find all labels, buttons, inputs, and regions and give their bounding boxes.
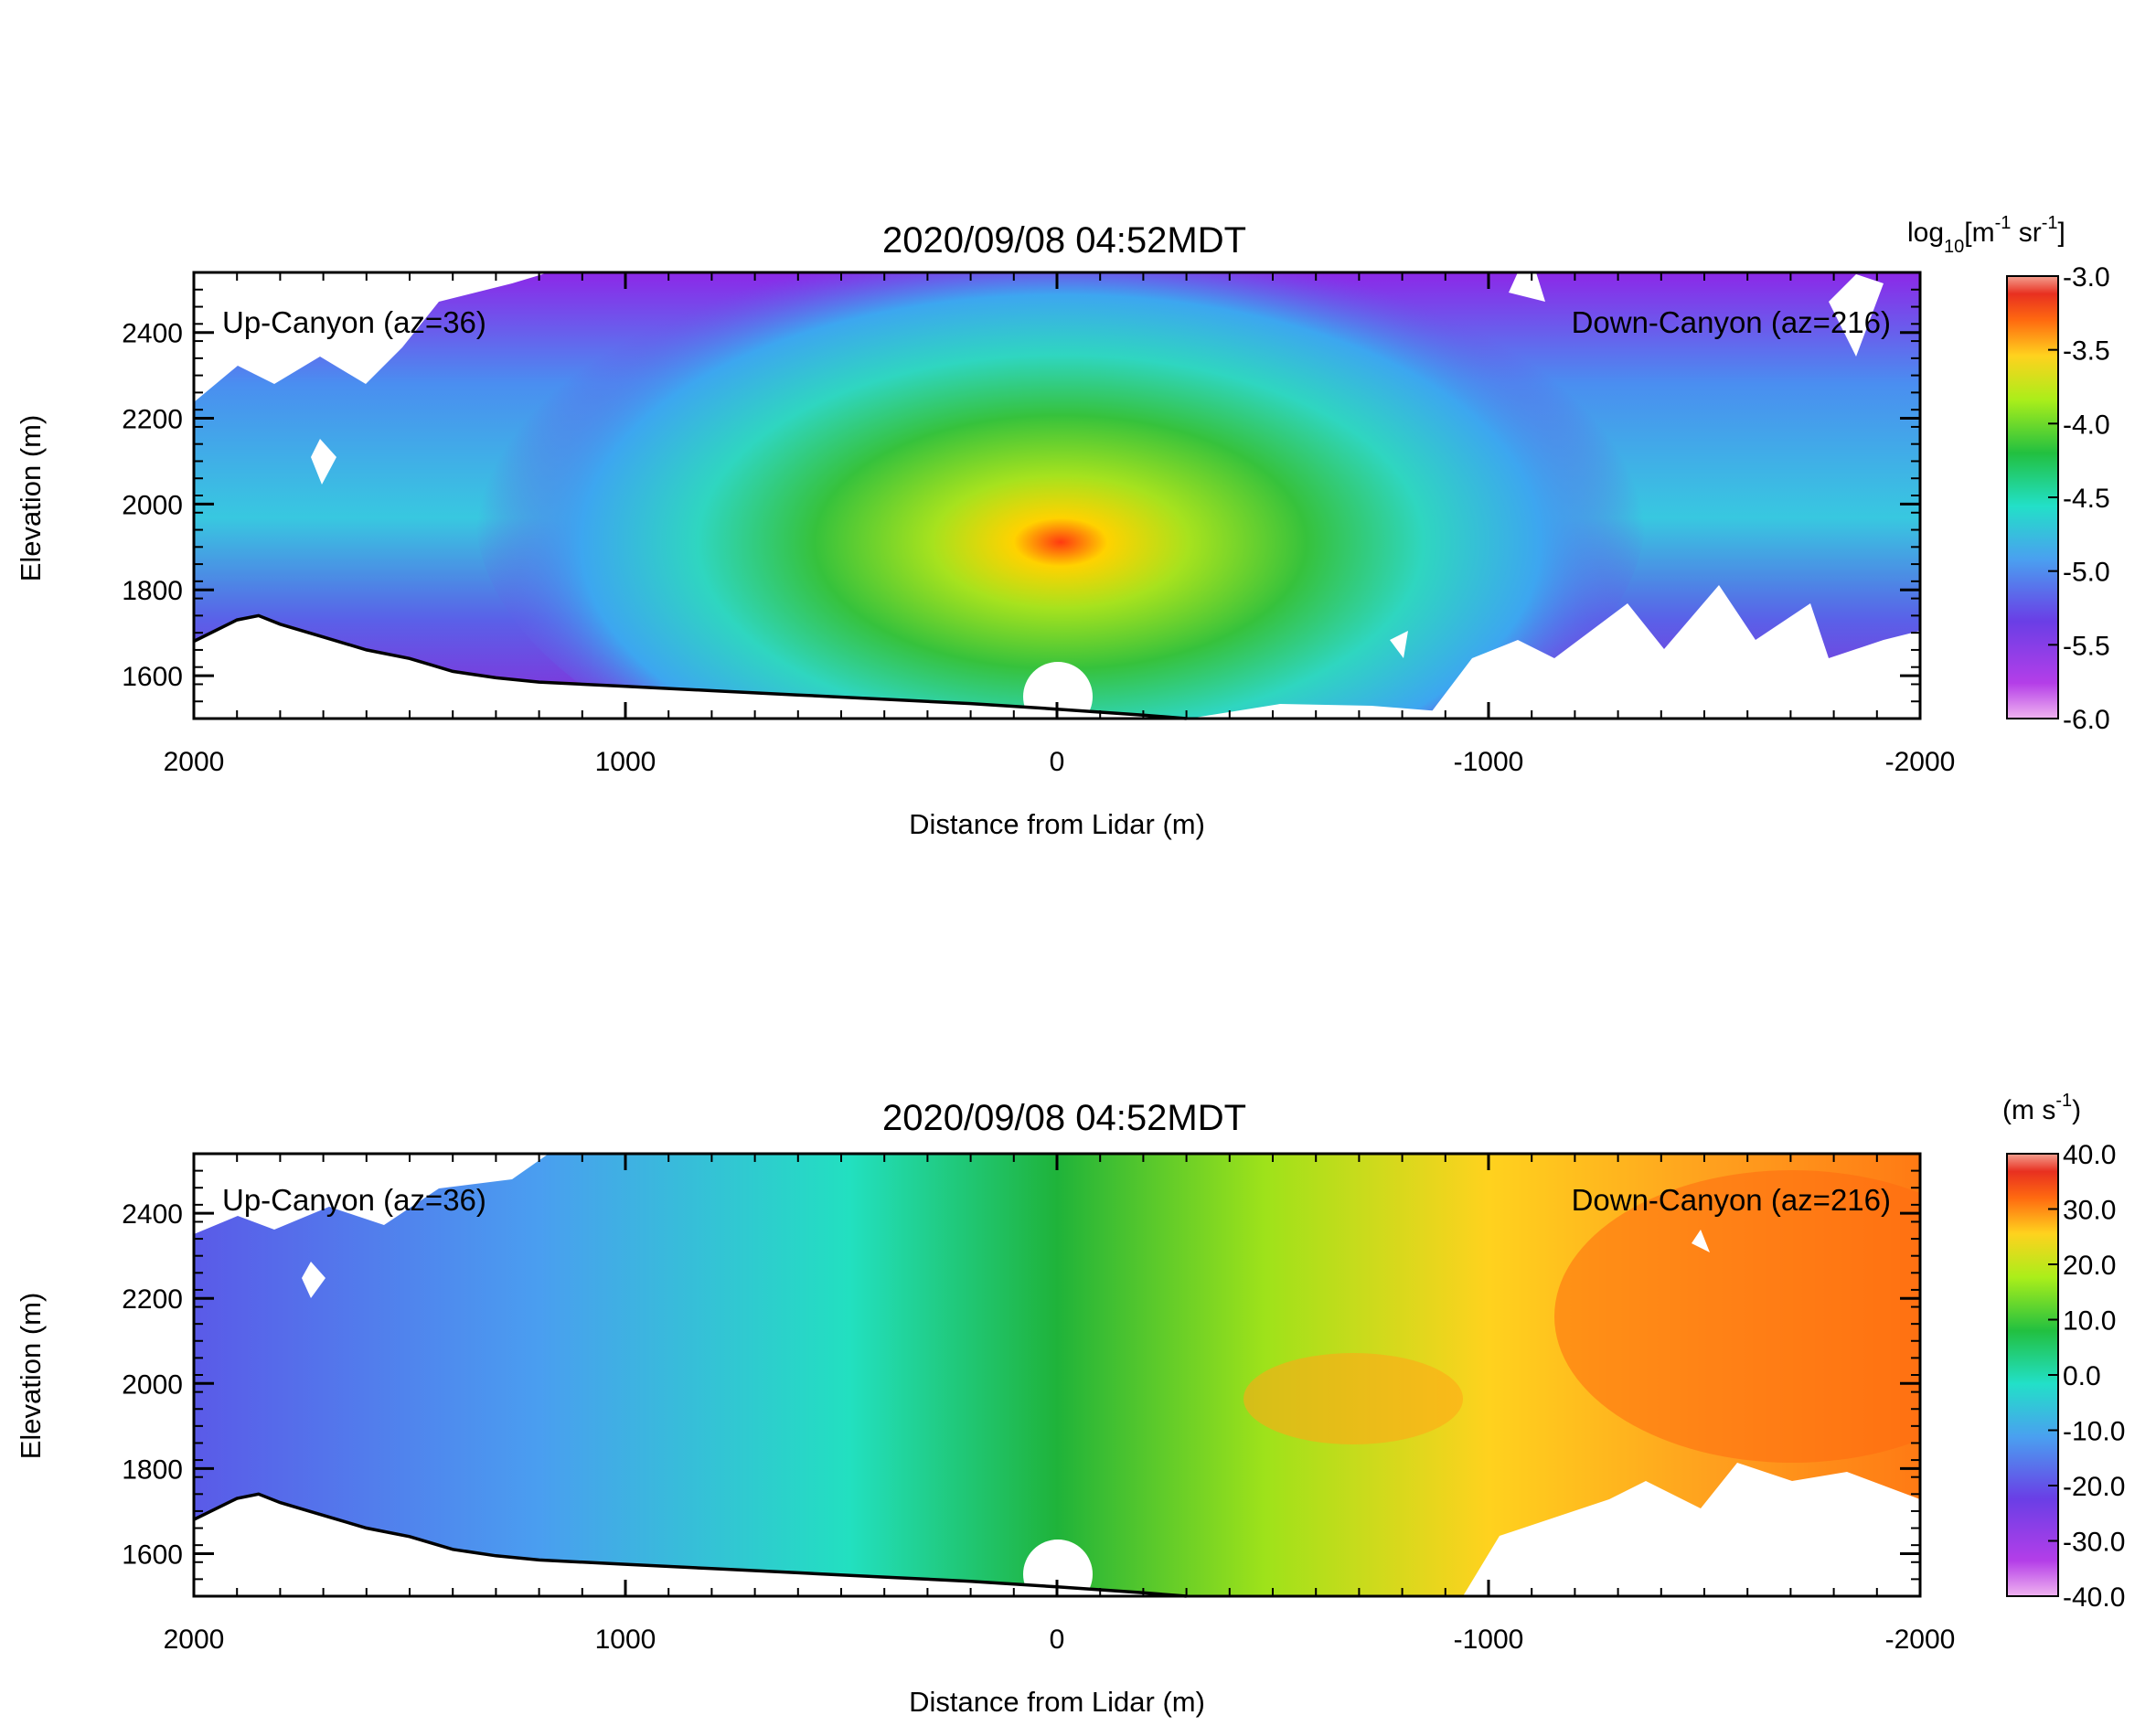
colorbar-tick-label: 40.0 (2063, 1140, 2116, 1170)
panel-backscatter: 2020/09/08 04:52MDT 2000 1000 0 -1000 -2000 1… (15, 213, 2110, 840)
y-tick-label: 1600 (122, 662, 183, 692)
colorbar-tick-label: -20.0 (2063, 1472, 2125, 1502)
colorbar-tick-label: -4.0 (2063, 410, 2110, 440)
panel1-title: 2020/09/08 04:52MDT (882, 220, 1246, 261)
colorbar-tick-label: -3.5 (2063, 336, 2110, 367)
panel2-y-label: Elevation (m) (15, 1293, 47, 1460)
y-tick-label: 1800 (122, 576, 183, 606)
panel1-annotation-left: Up-Canyon (az=36) (222, 305, 486, 339)
panel2-title: 2020/09/08 04:52MDT (882, 1098, 1246, 1138)
panel2-terrain-line (193, 1492, 1187, 1598)
x-tick-label: 0 (1050, 1625, 1065, 1655)
panel1-colorbar-ticks: -3.0 -3.5 -4.0 -4.5 -5.0 -5.5 -6.0 (2048, 262, 2110, 735)
colorbar-tick-label: -5.5 (2063, 631, 2110, 661)
colorbar-tick-label: 0.0 (2063, 1361, 2101, 1391)
x-tick-label: -1000 (1454, 747, 1524, 777)
panel1-annotation-right: Down-Canyon (az=216) (1572, 305, 1891, 339)
panel1-x-label: Distance from Lidar (m) (909, 808, 1205, 840)
panel1-ticks: 2000 1000 0 -1000 -2000 1600 1800 2000 2200 2400 (122, 272, 1955, 777)
x-tick-label: 1000 (595, 1625, 656, 1655)
panel2-colorbar-label: (m s-1) (2002, 1091, 2081, 1125)
panel2-ticks: 2000 1000 0 -1000 -2000 1600 1800 2000 2200 2400 (122, 1153, 1956, 1655)
panel2-annotation-right: Down-Canyon (az=216) (1572, 1183, 1891, 1217)
x-tick-label: 2000 (164, 747, 225, 777)
y-tick-label: 1600 (122, 1540, 183, 1570)
panel2-field (194, 1154, 1920, 1596)
x-tick-label: -1000 (1454, 1625, 1524, 1655)
x-tick-label: -2000 (1885, 747, 1956, 777)
x-tick-label: 2000 (164, 1625, 225, 1655)
y-tick-label: 2000 (122, 490, 183, 520)
colorbar-tick-label: -4.5 (2063, 484, 2110, 514)
colorbar-tick-label: -6.0 (2063, 705, 2110, 735)
y-tick-label: 1800 (122, 1454, 183, 1485)
x-tick-label: -2000 (1885, 1625, 1956, 1655)
panel1-field (194, 272, 1920, 719)
colorbar-tick-label: -40.0 (2063, 1582, 2125, 1613)
colorbar-tick-label: 20.0 (2063, 1251, 2116, 1281)
colorbar-tick-label: 30.0 (2063, 1196, 2116, 1226)
colorbar-tick-label: -5.0 (2063, 558, 2110, 588)
panel2-annotation-left: Up-Canyon (az=36) (222, 1183, 486, 1217)
y-tick-label: 2000 (122, 1369, 183, 1400)
panel2-colorbar-ticks: 40.0 30.0 20.0 10.0 0.0 -10.0 -20.0 -30.0 -40.0 (2048, 1140, 2125, 1613)
panel-velocity: 2020/09/08 04:52MDT 2000 1000 0 -1000 -2000 1… (15, 1091, 2125, 1718)
y-tick-label: 2400 (122, 319, 183, 349)
y-tick-label: 2200 (122, 1284, 183, 1315)
y-tick-label: 2200 (122, 405, 183, 435)
panel2-x-label: Distance from Lidar (m) (909, 1686, 1205, 1718)
panel1-colorbar-label: log10[m-1 sr-1] (1907, 213, 2065, 257)
panel1-terrain-line (193, 613, 1187, 720)
panel1-y-label: Elevation (m) (15, 415, 47, 582)
y-tick-label: 2400 (122, 1199, 183, 1230)
x-tick-label: 1000 (595, 747, 656, 777)
x-tick-label: 0 (1050, 747, 1065, 777)
colorbar-tick-label: 10.0 (2063, 1306, 2116, 1337)
colorbar-tick-label: -10.0 (2063, 1417, 2125, 1447)
colorbar-tick-label: -30.0 (2063, 1528, 2125, 1558)
colorbar-tick-label: -3.0 (2063, 262, 2110, 293)
